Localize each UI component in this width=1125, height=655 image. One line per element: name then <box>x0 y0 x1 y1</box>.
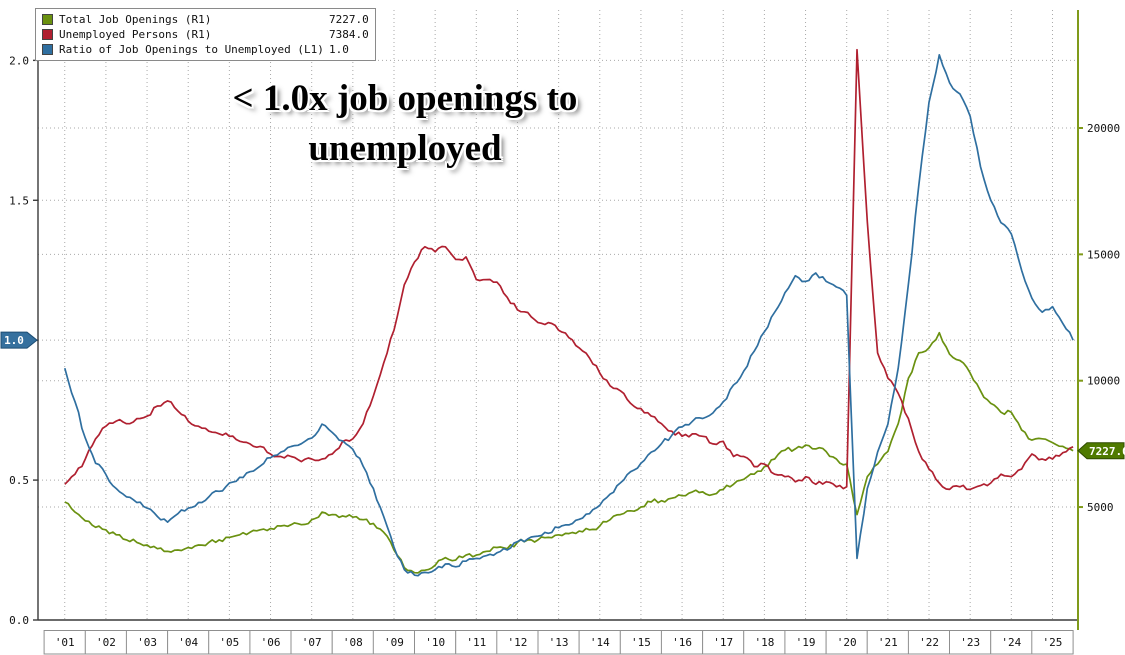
legend-swatch-icon <box>42 29 53 40</box>
right-axis-ticks: 5000 10000 15000 20000 <box>1078 122 1120 514</box>
legend: Total Job Openings (R1) 7227.0 Unemployed … <box>35 8 376 61</box>
legend-item-0: Total Job Openings (R1) 7227.0 <box>42 12 369 27</box>
x-tick-label: '06 <box>261 636 281 649</box>
x-tick-label: '12 <box>508 636 528 649</box>
series-line-job-openings-unemployed-ratio <box>63 53 1074 577</box>
x-tick-label: '20 <box>837 636 857 649</box>
left-tick-label: 0.0 <box>9 614 29 627</box>
legend-label: Unemployed Persons (R1) <box>59 28 212 41</box>
svg-text:1.0: 1.0 <box>4 334 24 347</box>
x-tick-label: '15 <box>631 636 651 649</box>
left-tick-label: 1.5 <box>9 194 29 207</box>
right-tick-label: 5000 <box>1087 501 1114 514</box>
series-line-unemployed-persons <box>64 48 1074 491</box>
x-tick-label: '10 <box>425 636 445 649</box>
legend-label: Ratio of Job Openings to Unemployed (L1) <box>59 43 324 56</box>
x-tick-label: '02 <box>96 636 116 649</box>
series-line-total-job-openings <box>64 331 1074 574</box>
x-tick-label: '17 <box>713 636 733 649</box>
axes <box>37 10 1079 630</box>
left-axis-badge: 1.0 <box>0 331 38 349</box>
x-tick-label: '08 <box>343 636 363 649</box>
svg-text:7227.0: 7227.0 <box>1089 445 1125 458</box>
x-tick-label: '03 <box>137 636 157 649</box>
x-axis-labels: '01 '02 '03 '04 '05 '06 '07 '08 '09 '10 '11 '12 '13 '… <box>43 630 1074 655</box>
x-tick-label: '24 <box>1001 636 1021 649</box>
right-tick-label: 10000 <box>1087 375 1120 388</box>
x-tick-label: '07 <box>302 636 322 649</box>
legend-value: 1.0 <box>329 43 349 56</box>
x-tick-label: '19 <box>796 636 816 649</box>
legend-item-1: Unemployed Persons (R1) 7384.0 <box>42 27 369 42</box>
legend-swatch-icon <box>42 14 53 25</box>
x-tick-label: '09 <box>384 636 404 649</box>
x-tick-label: '23 <box>960 636 980 649</box>
right-axis-badge: 7227.0 <box>1077 442 1125 460</box>
x-tick-label: '25 <box>1043 636 1063 649</box>
x-tick-cell <box>1031 630 1074 655</box>
x-tick-label: '01 <box>55 636 75 649</box>
right-tick-label: 15000 <box>1087 248 1120 261</box>
x-tick-label: '04 <box>178 636 198 649</box>
left-tick-label: 0.5 <box>9 474 29 487</box>
x-tick-label: '11 <box>466 636 486 649</box>
x-tick-label: '21 <box>878 636 898 649</box>
gridlines <box>38 10 1078 621</box>
left-tick-label: 2.0 <box>9 54 29 67</box>
annotation-text: < 1.0x job openings to unemployed <box>232 78 578 169</box>
legend-label: Total Job Openings (R1) <box>59 13 212 26</box>
x-tick-label: '13 <box>549 636 569 649</box>
legend-value: 7384.0 <box>329 28 369 41</box>
x-tick-label: '16 <box>672 636 692 649</box>
x-tick-label: '18 <box>754 636 774 649</box>
x-tick-label: '05 <box>219 636 239 649</box>
x-tick-label: '22 <box>919 636 939 649</box>
right-tick-label: 20000 <box>1087 122 1120 135</box>
legend-swatch-icon <box>42 44 53 55</box>
legend-value: 7227.0 <box>329 13 369 26</box>
x-tick-label: '14 <box>590 636 610 649</box>
legend-item-2: Ratio of Job Openings to Unemployed (L1)… <box>42 42 369 57</box>
